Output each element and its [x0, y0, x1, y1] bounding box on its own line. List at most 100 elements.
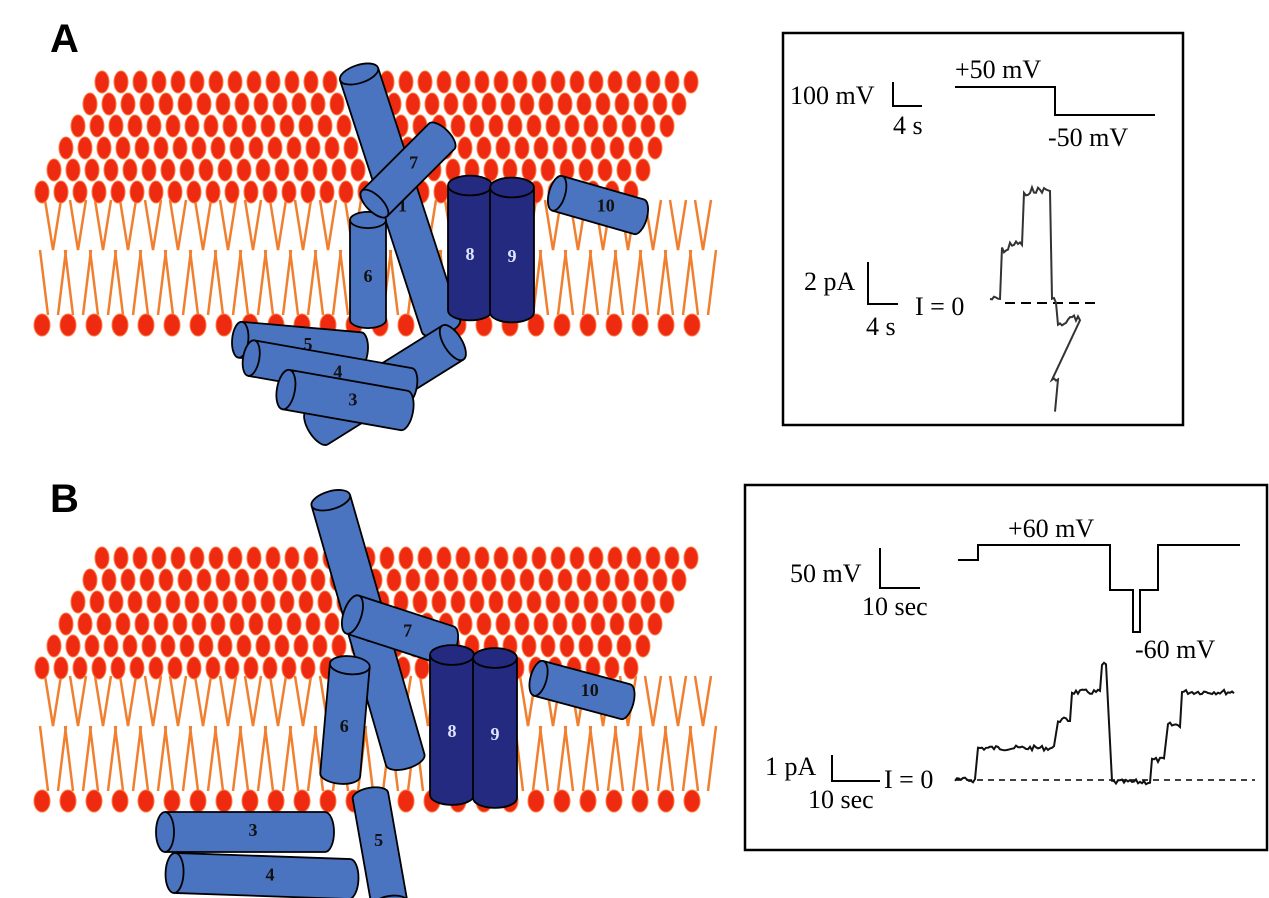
lipid-head [541, 635, 555, 657]
voltage-scale: 100 mV [790, 81, 875, 110]
lipid-head [608, 547, 622, 569]
lipid-head [294, 159, 308, 181]
panel-label: A [50, 17, 79, 61]
lipid-head [285, 547, 299, 569]
lipid-head [280, 115, 294, 137]
lipid-head [622, 115, 636, 137]
lipid-head [225, 657, 239, 679]
lipid-head [565, 115, 579, 137]
lipid-tail [190, 200, 216, 315]
lipid-head [399, 71, 413, 93]
lipid-head [532, 71, 546, 93]
voltage-label: +50 mV [955, 55, 1041, 84]
lipid-head [216, 314, 232, 336]
lipid-head [456, 547, 470, 569]
lipid-head [34, 314, 50, 336]
scale-bar [868, 262, 898, 304]
lipid-head [558, 93, 572, 115]
lipid-tail [40, 200, 66, 315]
lipid-head [579, 159, 593, 181]
lipid-head [111, 657, 125, 679]
lipid-head [624, 657, 638, 679]
lipid-head [684, 547, 698, 569]
lipid-head [634, 569, 648, 591]
lipid-head [591, 613, 605, 635]
lipid-head [598, 635, 612, 657]
lipid-head [71, 591, 85, 613]
lipid-head [138, 790, 154, 812]
lipid-head [159, 569, 173, 591]
lipid-head [546, 591, 560, 613]
lipid-head [646, 71, 660, 93]
lipid-head [275, 635, 289, 657]
lipid-head [598, 159, 612, 181]
helix: 8 [448, 176, 492, 321]
current-trace [990, 187, 1080, 411]
lipid-head [463, 93, 477, 115]
lipid-head [173, 137, 187, 159]
scale-bar [832, 755, 880, 781]
lipid-head [256, 635, 270, 657]
lipid-head [304, 547, 318, 569]
lipid-head [216, 93, 230, 115]
lipid-tail [140, 676, 166, 791]
lipid-head [534, 613, 548, 635]
lipid-head [660, 591, 674, 613]
lipid-head [622, 591, 636, 613]
lipid-head [658, 790, 674, 812]
helix: 4 [165, 853, 359, 898]
lipid-head [142, 159, 156, 181]
lipid-head [242, 790, 258, 812]
helix-cap [156, 812, 174, 852]
lipid-head [577, 93, 591, 115]
lipid-head [323, 71, 337, 93]
lipid-head [211, 613, 225, 635]
lipid-tail [540, 200, 566, 315]
lipid-head [185, 115, 199, 137]
lipid-head [230, 137, 244, 159]
lipid-head [470, 591, 484, 613]
lipid-head [187, 657, 201, 679]
lipid-head [432, 591, 446, 613]
lipid-head [190, 790, 206, 812]
lipid-head [477, 137, 491, 159]
lipid-head [292, 93, 306, 115]
lipid-head [190, 314, 206, 336]
lipid-head [551, 71, 565, 93]
lipid-head [209, 71, 223, 93]
lipid-head [665, 547, 679, 569]
lipid-head [627, 71, 641, 93]
lipid-head [320, 790, 336, 812]
time-scale: 4 s [866, 312, 896, 341]
lipid-head [168, 181, 182, 203]
lipid-tail [65, 200, 91, 315]
lipid-head [54, 657, 68, 679]
lipid-head [325, 137, 339, 159]
lipid-head [171, 547, 185, 569]
lipid-head [60, 314, 76, 336]
lipid-head [59, 613, 73, 635]
lipid-head [138, 314, 154, 336]
lipid-head [247, 547, 261, 569]
lipid-head [615, 569, 629, 591]
lipid-tail [65, 676, 91, 791]
voltage-protocol [955, 87, 1155, 115]
lipid-head [90, 591, 104, 613]
lipid-head [554, 790, 570, 812]
lipid-head [95, 547, 109, 569]
lipid-head [489, 591, 503, 613]
lipid-head [268, 790, 284, 812]
lipid-head [534, 137, 548, 159]
lipid-head [437, 71, 451, 93]
voltage-scale: 50 mV [790, 559, 862, 588]
lipid-head [192, 613, 206, 635]
lipid-tail [90, 676, 116, 791]
lipid-head [615, 93, 629, 115]
lipid-head [102, 569, 116, 591]
lipid-head [318, 115, 332, 137]
lipid-head [605, 657, 619, 679]
lipid-head [166, 115, 180, 137]
lipid-head [261, 115, 275, 137]
lipid-head [190, 547, 204, 569]
lipid-head [66, 635, 80, 657]
